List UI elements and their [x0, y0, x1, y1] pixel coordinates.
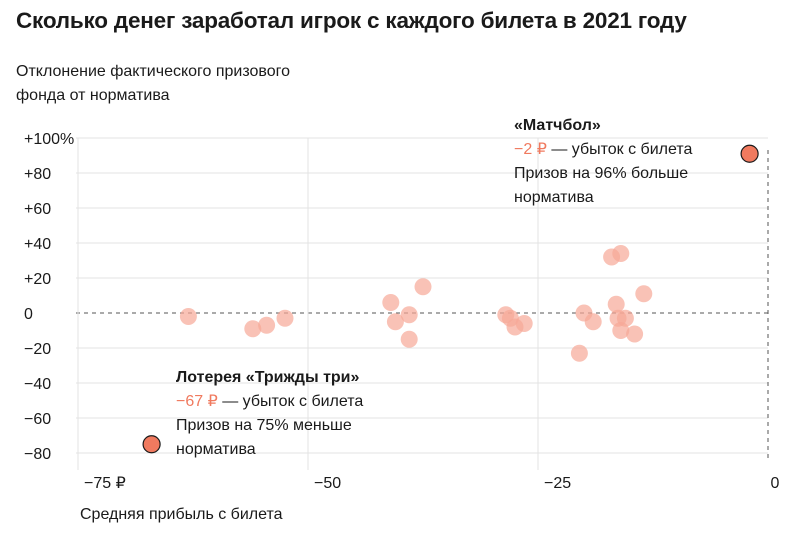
y-tick-label: +80	[24, 166, 51, 183]
data-point	[515, 315, 533, 332]
data-point	[179, 308, 197, 325]
annotation-matchbol: «Матчбол» −2 ₽ — убыток с билета Призов …	[514, 114, 734, 210]
data-point	[570, 344, 588, 362]
data-point	[258, 316, 276, 334]
highlight-point	[142, 435, 161, 454]
data-point	[244, 320, 262, 338]
x-tick-label: −25	[544, 475, 571, 492]
annotation-note: Призов на 75% меньше норматива	[176, 417, 352, 458]
y-tick-label: +40	[24, 236, 51, 253]
annotation-loss-line: −67 ₽ — убыток с билета	[176, 390, 406, 414]
y-tick-label: 0	[24, 306, 33, 323]
annotation-loss-line: −2 ₽ — убыток с билета	[514, 138, 734, 162]
annotation-name: Лотерея «Трижды три»	[176, 369, 360, 386]
annotation-trizhdy-tri: Лотерея «Трижды три» −67 ₽ — убыток с би…	[176, 366, 406, 462]
data-point	[414, 278, 432, 296]
y-tick-label: +100%	[24, 131, 74, 148]
data-point	[616, 309, 634, 327]
x-tick-label: −50	[314, 475, 341, 492]
data-point	[400, 306, 418, 324]
annotation-note: Призов на 96% больше норматива	[514, 165, 689, 206]
data-point	[612, 245, 630, 262]
x-tick-label: −75 ₽	[84, 475, 126, 492]
y-tick-label: −80	[24, 446, 51, 463]
grid-layer	[76, 137, 769, 470]
y-tick-label: +20	[24, 271, 51, 288]
x-tick-label: 0	[771, 475, 780, 492]
annotation-loss-value: −2 ₽	[514, 141, 547, 158]
y-axis-label: Отклонение фактического призового фонда …	[16, 63, 291, 104]
data-point	[386, 313, 404, 331]
chart-title: Сколько денег заработал игрок с каждого …	[16, 8, 687, 33]
axis-layer: +100% +80 +60 +40 +20 0 −20 −40 −60 −80 −75 ₽ −50 −2…	[24, 131, 780, 492]
annotation-name: «Матчбол»	[514, 117, 601, 134]
data-point	[400, 330, 418, 348]
data-point	[382, 294, 400, 311]
y-tick-label: −60	[24, 411, 51, 428]
data-point	[626, 325, 644, 343]
y-tick-label: −40	[24, 376, 51, 393]
data-point	[607, 295, 625, 313]
dots-layer	[142, 144, 759, 454]
annotation-loss-value: −67 ₽	[176, 393, 218, 410]
data-point	[276, 309, 294, 327]
data-point	[635, 285, 653, 303]
y-tick-label: −20	[24, 341, 51, 358]
highlight-point	[740, 144, 759, 163]
annotation-loss-text: — убыток с билета	[546, 141, 693, 158]
y-tick-label: +60	[24, 201, 51, 218]
x-axis-label: Средняя прибыль с билета	[80, 506, 283, 523]
annotation-loss-text: — убыток с билета	[217, 393, 364, 410]
data-point	[584, 313, 602, 331]
